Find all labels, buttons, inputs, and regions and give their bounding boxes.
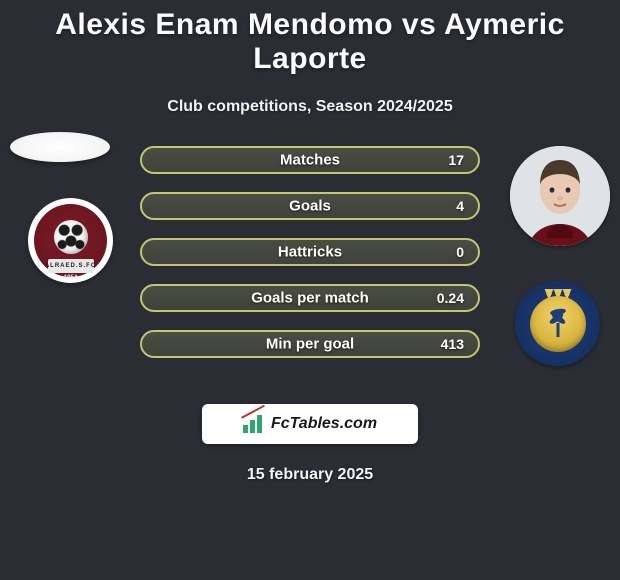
body: ALRAED.S.FC 1954 Matches 17 Goals 4 xyxy=(0,146,620,386)
stat-label: Hattricks xyxy=(142,244,478,261)
stat-row-goals: Goals 4 xyxy=(140,192,480,220)
stat-bars: Matches 17 Goals 4 Hattricks 0 Goals per… xyxy=(140,146,480,376)
stat-row-goals-per-match: Goals per match 0.24 xyxy=(140,284,480,312)
page-title: Alexis Enam Mendomo vs Aymeric Laporte xyxy=(0,8,620,76)
palm-icon xyxy=(546,309,570,339)
brand-text: FcTables.com xyxy=(271,415,377,433)
club-left-name: ALRAED.S.FC xyxy=(48,259,94,273)
player-left-club-badge: ALRAED.S.FC 1954 xyxy=(28,198,113,283)
date: 15 february 2025 xyxy=(0,466,620,484)
stat-row-min-per-goal: Min per goal 413 xyxy=(140,330,480,358)
shield-icon xyxy=(530,296,586,352)
bar-chart-icon xyxy=(243,415,265,433)
player-right-club-badge xyxy=(515,281,600,366)
stat-row-matches: Matches 17 xyxy=(140,146,480,174)
brand-badge: FcTables.com xyxy=(202,404,418,444)
club-left-year: 1954 xyxy=(64,275,77,281)
player-right-portrait-icon xyxy=(510,146,610,246)
stat-value-right: 0 xyxy=(456,244,464,260)
football-icon xyxy=(54,220,88,254)
player-left-avatar xyxy=(10,132,110,162)
stat-value-right: 0.24 xyxy=(437,290,464,306)
stat-value-right: 4 xyxy=(456,198,464,214)
stat-label: Goals xyxy=(142,198,478,215)
stat-label: Goals per match xyxy=(142,290,478,307)
stat-value-right: 17 xyxy=(448,152,464,168)
subtitle: Club competitions, Season 2024/2025 xyxy=(0,98,620,116)
stat-value-right: 413 xyxy=(441,336,464,352)
comparison-card: Alexis Enam Mendomo vs Aymeric Laporte C… xyxy=(0,0,620,580)
stat-label: Matches xyxy=(142,152,478,169)
stat-row-hattricks: Hattricks 0 xyxy=(140,238,480,266)
player-right-avatar xyxy=(510,146,610,246)
stat-label: Min per goal xyxy=(142,336,478,353)
